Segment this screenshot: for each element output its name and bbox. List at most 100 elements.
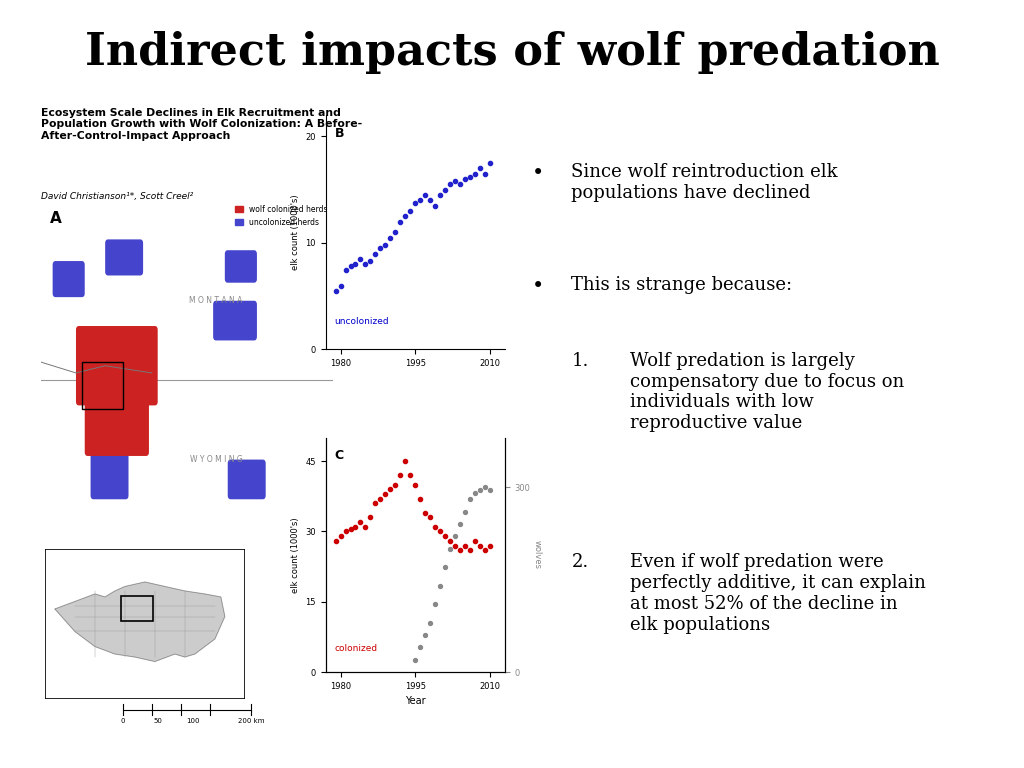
Point bbox=[427, 598, 443, 611]
Point bbox=[472, 162, 488, 174]
Point bbox=[333, 530, 349, 542]
Point bbox=[432, 189, 449, 201]
Point bbox=[407, 654, 423, 666]
Point bbox=[432, 525, 449, 538]
Text: 50: 50 bbox=[154, 718, 162, 724]
X-axis label: Year: Year bbox=[404, 697, 426, 707]
Point bbox=[432, 580, 449, 592]
Bar bbox=[121, 595, 153, 621]
Point bbox=[481, 484, 498, 496]
Point bbox=[452, 518, 468, 530]
Point bbox=[352, 516, 369, 528]
Point bbox=[368, 497, 384, 509]
Y-axis label: elk count (1000's): elk count (1000's) bbox=[291, 517, 300, 593]
Point bbox=[337, 525, 353, 538]
Point bbox=[462, 170, 478, 183]
Point bbox=[382, 483, 398, 495]
Y-axis label: wolves: wolves bbox=[532, 541, 542, 569]
Point bbox=[477, 544, 494, 556]
Point bbox=[342, 523, 358, 535]
Point bbox=[412, 194, 428, 207]
FancyBboxPatch shape bbox=[225, 250, 257, 283]
Point bbox=[337, 263, 353, 276]
Text: 200 km: 200 km bbox=[238, 718, 264, 724]
Point bbox=[477, 481, 494, 493]
Point bbox=[462, 544, 478, 556]
Text: colonized: colonized bbox=[335, 644, 378, 654]
Point bbox=[472, 484, 488, 496]
FancyBboxPatch shape bbox=[90, 449, 129, 499]
Point bbox=[392, 469, 409, 482]
Point bbox=[397, 210, 414, 223]
Text: Indirect impacts of wolf predation: Indirect impacts of wolf predation bbox=[85, 31, 939, 74]
Text: 0: 0 bbox=[121, 718, 125, 724]
Text: Even if wolf predation were
perfectly additive, it can explain
at most 52% of th: Even if wolf predation were perfectly ad… bbox=[631, 553, 927, 634]
Point bbox=[372, 492, 388, 505]
Point bbox=[328, 535, 344, 547]
FancyBboxPatch shape bbox=[85, 395, 148, 456]
Point bbox=[437, 530, 454, 542]
Point bbox=[477, 167, 494, 180]
Point bbox=[417, 629, 433, 641]
Y-axis label: elk count (1000's): elk count (1000's) bbox=[291, 194, 300, 270]
Point bbox=[457, 173, 473, 185]
Point bbox=[442, 535, 459, 547]
Point bbox=[467, 487, 483, 499]
Text: Wolf predation is largely
compensatory due to focus on
individuals with low
repr: Wolf predation is largely compensatory d… bbox=[631, 352, 904, 432]
Point bbox=[467, 535, 483, 547]
Text: B: B bbox=[335, 127, 344, 140]
Point bbox=[422, 511, 438, 524]
Bar bbox=[82, 362, 123, 409]
Point bbox=[352, 253, 369, 265]
Point bbox=[347, 521, 364, 533]
Point bbox=[457, 505, 473, 518]
FancyBboxPatch shape bbox=[76, 326, 158, 406]
Point bbox=[387, 478, 403, 491]
Point bbox=[446, 530, 463, 542]
Point bbox=[427, 521, 443, 533]
Text: A: A bbox=[50, 210, 61, 226]
Polygon shape bbox=[55, 582, 225, 661]
Text: W Y O M I N G: W Y O M I N G bbox=[189, 455, 243, 464]
Text: 1.: 1. bbox=[571, 352, 589, 369]
Point bbox=[437, 184, 454, 196]
Text: •: • bbox=[532, 163, 545, 183]
Text: M O N T A N A: M O N T A N A bbox=[189, 296, 243, 305]
Point bbox=[372, 242, 388, 254]
Point bbox=[328, 285, 344, 297]
Point bbox=[357, 258, 374, 270]
Point bbox=[467, 167, 483, 180]
Point bbox=[446, 539, 463, 551]
Point bbox=[452, 544, 468, 556]
Point bbox=[481, 157, 498, 169]
Point bbox=[402, 205, 419, 217]
Point bbox=[446, 175, 463, 187]
Point bbox=[462, 493, 478, 505]
Point bbox=[452, 178, 468, 190]
FancyBboxPatch shape bbox=[52, 261, 85, 297]
Text: This is strange because:: This is strange because: bbox=[571, 276, 793, 294]
Text: David Christianson¹*, Scott Creel²: David Christianson¹*, Scott Creel² bbox=[41, 192, 194, 201]
Point bbox=[368, 247, 384, 260]
Point bbox=[417, 189, 433, 201]
Point bbox=[397, 455, 414, 467]
Text: •: • bbox=[532, 276, 545, 296]
FancyBboxPatch shape bbox=[227, 459, 265, 499]
Text: uncolonized: uncolonized bbox=[335, 317, 389, 326]
Point bbox=[347, 258, 364, 270]
Point bbox=[402, 469, 419, 482]
Point bbox=[377, 488, 393, 500]
FancyBboxPatch shape bbox=[213, 301, 257, 340]
Point bbox=[362, 511, 379, 524]
Point bbox=[442, 178, 459, 190]
Point bbox=[437, 561, 454, 574]
Text: Since wolf reintroduction elk
populations have declined: Since wolf reintroduction elk population… bbox=[571, 163, 838, 202]
Point bbox=[412, 641, 428, 654]
Point bbox=[407, 478, 423, 491]
Point bbox=[427, 200, 443, 212]
Point bbox=[457, 539, 473, 551]
Point bbox=[442, 542, 459, 554]
Legend: wolf colonized herds, uncolonized herds: wolf colonized herds, uncolonized herds bbox=[233, 204, 329, 228]
Text: C: C bbox=[335, 449, 344, 462]
Point bbox=[333, 280, 349, 292]
